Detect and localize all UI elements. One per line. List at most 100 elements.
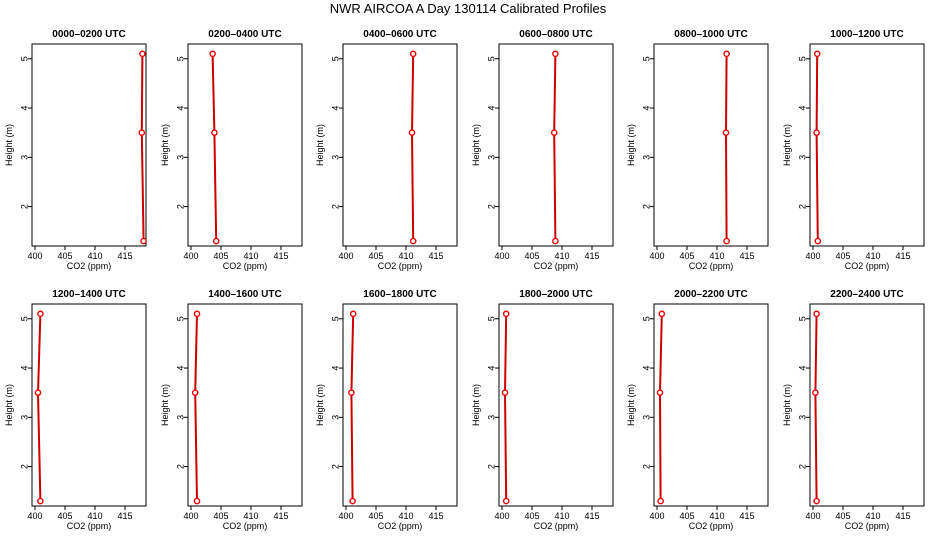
panel-title: 1000–1200 UTC [830, 29, 903, 40]
profile-point [552, 50, 559, 58]
y-tick-label: 2 [175, 204, 185, 209]
y-tick-label: 2 [641, 464, 651, 469]
profile-point [813, 497, 820, 505]
x-tick-label: 410 [398, 511, 413, 521]
profile-line [211, 53, 218, 242]
x-axis-label: CO2 (ppm) [223, 261, 268, 271]
x-tick-label: 405 [835, 511, 850, 521]
panel: 0600–0800 UTC 400 405 410 415 2 3 4 5 CO2 (ppm) He… [471, 29, 614, 271]
x-axis-label: CO2 (ppm) [67, 261, 112, 271]
x-axis-label: CO2 (ppm) [378, 521, 423, 531]
x-tick-label: 400 [494, 511, 509, 521]
panel: 1800–2000 UTC 400 405 410 415 2 3 4 5 CO2 (ppm) He… [471, 289, 614, 531]
x-tick-label: 400 [494, 251, 509, 261]
y-tick-label: 4 [797, 366, 807, 371]
x-tick-label: 415 [895, 251, 910, 261]
y-axis-label: Height (m) [782, 384, 792, 426]
profile-point [722, 129, 730, 136]
y-tick-label: 4 [486, 106, 496, 111]
plot-frame [187, 303, 303, 507]
plot-frame [342, 303, 458, 507]
panel: 1400–1600 UTC 400 405 410 415 2 3 4 5 CO2 (ppm) He… [160, 289, 303, 531]
x-axis-label: CO2 (ppm) [67, 521, 112, 531]
plot-frame [498, 43, 614, 247]
x-tick-label: 405 [57, 511, 72, 521]
y-tick-label: 4 [330, 366, 340, 371]
y-tick-label: 4 [797, 106, 807, 111]
y-tick-label: 2 [641, 204, 651, 209]
panel-title: 0600–0800 UTC [519, 29, 592, 40]
profile-point [552, 237, 559, 245]
y-tick-label: 2 [19, 204, 29, 209]
y-tick-label: 5 [330, 316, 340, 321]
panel-title: 0000–0200 UTC [52, 29, 125, 40]
x-axis-label: CO2 (ppm) [534, 521, 579, 531]
y-tick-label: 3 [797, 155, 807, 160]
panel-title: 1800–2000 UTC [519, 289, 592, 300]
profile-point [34, 389, 42, 396]
profile-point [501, 389, 509, 396]
profile-point [212, 237, 220, 245]
profile-point [813, 129, 820, 136]
profile-point [814, 237, 822, 245]
profile-line [503, 313, 508, 502]
y-tick-label: 3 [175, 415, 185, 420]
y-tick-label: 2 [486, 204, 496, 209]
panel: 0000–0200 UTC 400 405 410 415 2 3 4 5 CO2 (ppm) He… [4, 29, 147, 271]
x-tick-label: 405 [524, 251, 539, 261]
y-tick-label: 3 [19, 415, 29, 420]
x-tick-label: 405 [679, 511, 694, 521]
profile-line [814, 313, 818, 502]
y-tick-label: 2 [330, 464, 340, 469]
x-tick-label: 410 [87, 511, 102, 521]
y-tick-label: 4 [175, 366, 185, 371]
profile-line [410, 53, 415, 242]
y-tick-label: 5 [797, 56, 807, 61]
profile-point [502, 310, 510, 318]
y-tick-label: 2 [330, 204, 340, 209]
panel-title: 1400–1600 UTC [208, 289, 281, 300]
profile-point [140, 237, 147, 245]
y-tick-label: 5 [641, 56, 651, 61]
panel-title: 0200–0400 UTC [208, 29, 281, 40]
profile-point [658, 310, 666, 318]
panel-title: 1600–1800 UTC [363, 289, 436, 300]
x-tick-label: 410 [709, 251, 724, 261]
profile-point [349, 310, 357, 318]
profile-line [36, 313, 42, 502]
y-tick-label: 5 [175, 316, 185, 321]
profile-point [408, 129, 416, 136]
y-axis-label: Height (m) [471, 384, 481, 426]
x-tick-label: 410 [865, 251, 880, 261]
x-tick-label: 400 [27, 511, 42, 521]
panel: 1600–1800 UTC 400 405 410 415 2 3 4 5 CO2 (ppm) He… [315, 289, 458, 531]
y-tick-label: 4 [641, 366, 651, 371]
x-axis-label: CO2 (ppm) [689, 521, 734, 531]
x-tick-label: 405 [368, 251, 383, 261]
profile-point [37, 310, 44, 318]
panel-title: 2200–2400 UTC [830, 289, 903, 300]
x-tick-label: 405 [57, 251, 72, 261]
panel: 0800–1000 UTC 400 405 410 415 2 3 4 5 CO2 (ppm) He… [626, 29, 769, 271]
x-tick-label: 415 [584, 251, 599, 261]
plot-frame [342, 43, 458, 247]
y-tick-label: 2 [486, 464, 496, 469]
profile-point [550, 129, 558, 136]
y-tick-label: 3 [486, 415, 496, 420]
x-tick-label: 400 [805, 251, 820, 261]
x-tick-label: 410 [554, 251, 569, 261]
x-tick-label: 405 [524, 511, 539, 521]
y-axis-label: Height (m) [315, 124, 325, 166]
y-tick-label: 3 [797, 415, 807, 420]
y-tick-label: 4 [19, 366, 29, 371]
profile-point [211, 129, 218, 136]
profile-line [350, 313, 355, 502]
y-axis-label: Height (m) [160, 124, 170, 166]
x-tick-label: 400 [805, 511, 820, 521]
profile-point [657, 497, 664, 505]
x-tick-label: 400 [649, 251, 664, 261]
panel-title: 2000–2200 UTC [674, 289, 747, 300]
panel: 0200–0400 UTC 400 405 410 415 2 3 4 5 CO2 (ppm) He… [160, 29, 303, 271]
profile-point [723, 50, 730, 58]
y-tick-label: 4 [175, 106, 185, 111]
